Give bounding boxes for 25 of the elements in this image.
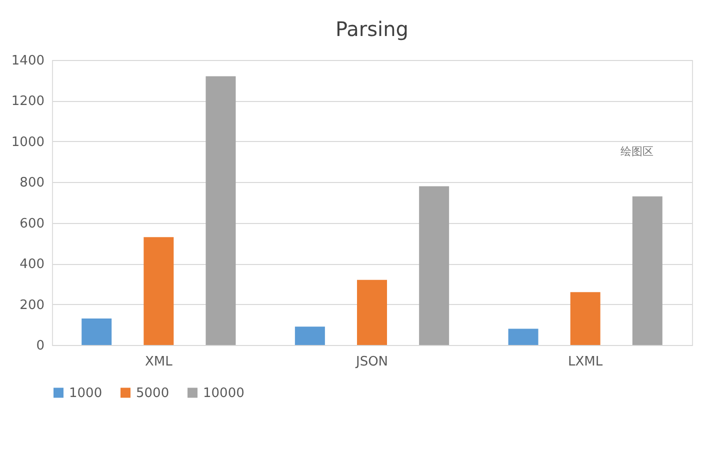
x-tick-label: JSON [354, 354, 388, 370]
y-tick-label: 600 [20, 216, 44, 232]
legend-label: 1000 [69, 386, 102, 401]
bar [357, 280, 387, 345]
y-tick-label: 0 [36, 338, 44, 354]
bar [419, 186, 450, 345]
y-tick-label: 200 [20, 298, 44, 313]
bar [632, 196, 662, 345]
bar [144, 237, 174, 345]
y-tick-label: 1000 [11, 134, 44, 150]
bar [294, 326, 325, 345]
x-tick-label: XML [144, 354, 174, 370]
bar [508, 328, 538, 345]
legend-label: 5000 [136, 386, 170, 401]
bar [206, 76, 236, 345]
annotation: 绘图区 [620, 145, 654, 158]
y-tick-label: 800 [20, 176, 44, 191]
y-tick-label: 400 [20, 257, 44, 272]
bar [570, 292, 600, 345]
y-tick-label: 1400 [11, 54, 44, 68]
legend-label: 10000 [203, 386, 244, 401]
bar [82, 318, 112, 345]
chart-title: Parsing [336, 17, 408, 41]
x-tick-label: LXML [568, 354, 604, 370]
y-tick-label: 1200 [11, 94, 44, 110]
